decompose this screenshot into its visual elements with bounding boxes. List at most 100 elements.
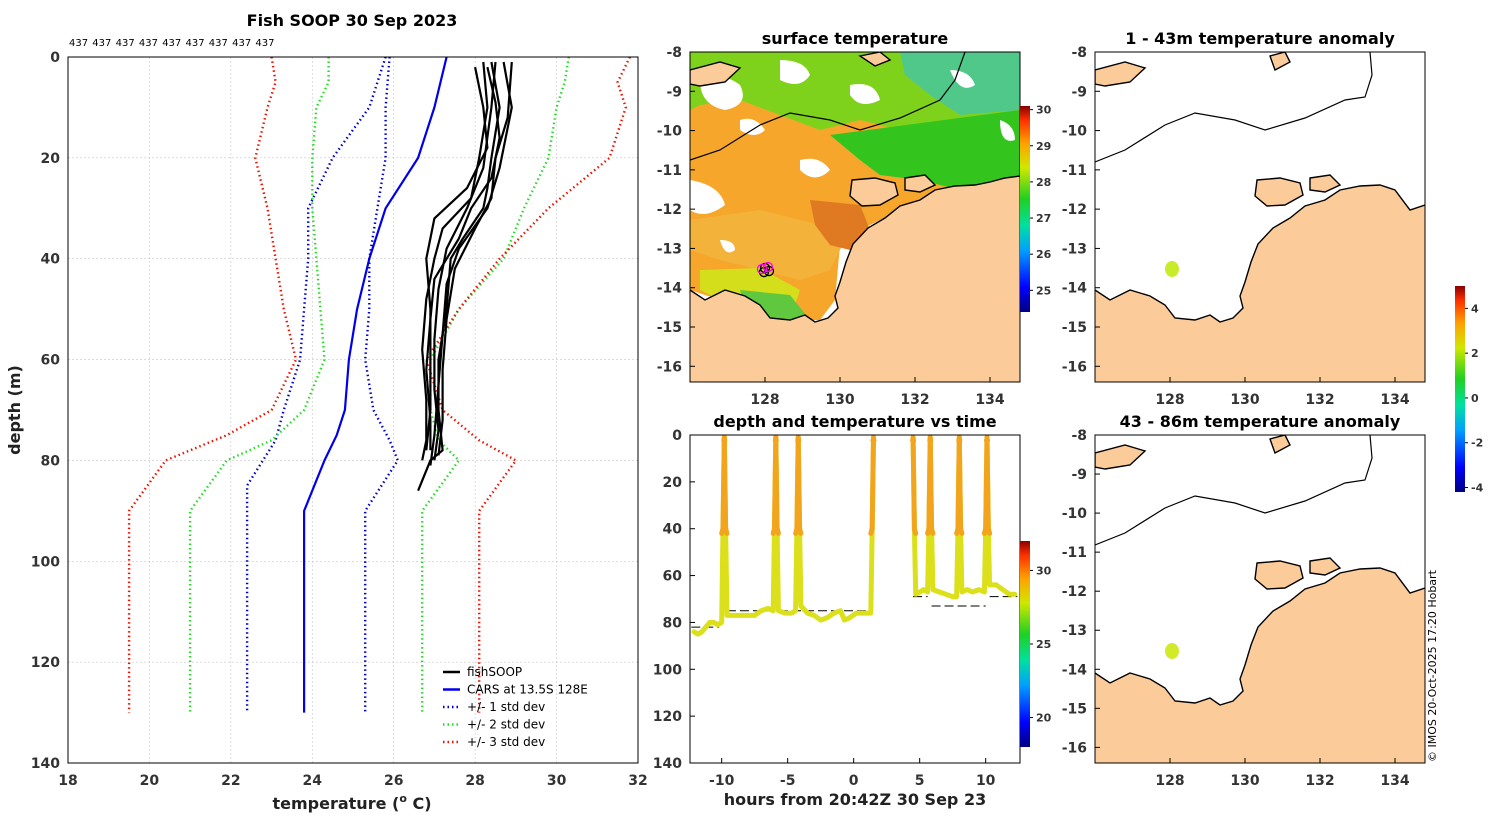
timeseries-ytick-label: 0 [672, 428, 682, 444]
anomaly-map-upper: 1 - 43m temperature anomaly -8 -9 -10 -11 -1… [1062, 29, 1484, 495]
timeseries-xtick-label: 5 [915, 773, 925, 789]
profile-ytick-label: 80 [41, 453, 61, 469]
profile-xlabel: temperature (o C) [272, 792, 431, 813]
map-ytick-label: -11 [657, 163, 682, 179]
profile-ytick-label: 100 [31, 554, 60, 570]
anomaly1-ticks: -8 -9 -10 -11 -12 -13 -14 -15 -16 128 130 132 134 [1062, 45, 1410, 408]
timeseries-cast-upper [774, 526, 781, 536]
anomaly1-track-blob [1165, 261, 1179, 277]
timeseries-cast-upper [956, 435, 964, 532]
anomaly1-island-coast [1095, 52, 1342, 207]
profile-xtick-label: 28 [465, 773, 484, 789]
map-ytick-label: -8 [666, 45, 682, 61]
timeseries-colorbar-tick-label: 30 [1036, 564, 1052, 577]
profile-ytick-label: 0 [50, 50, 60, 66]
profile-count-label: 437 [209, 38, 228, 49]
profile-fishsoop-line [417, 61, 501, 492]
anomaly1-frame [1094, 51, 1426, 383]
sst-orange-field [690, 210, 845, 280]
map-xtick-label: 130 [1230, 773, 1259, 789]
colorbar-tick-label: -4 [1471, 482, 1484, 495]
timeseries-cast-upper [910, 435, 917, 532]
map-ytick-label: -15 [657, 320, 682, 336]
map-ytick-label: -11 [1062, 163, 1087, 179]
sst-track-markers [756, 261, 775, 278]
sst-coastline [690, 175, 1020, 323]
timeseries-ytick-label: 140 [653, 756, 682, 772]
profile-series [127, 57, 631, 713]
map-ytick-label: -14 [1062, 281, 1088, 297]
profile-ytick-label: 20 [41, 151, 61, 167]
profile-std-dev-line [364, 57, 399, 713]
profile-grid [67, 56, 639, 764]
profile-count-label: 437 [162, 38, 181, 49]
timeseries-track-line [691, 435, 876, 637]
sst-green-shelf [740, 290, 810, 320]
profile-cars-line [303, 57, 448, 713]
profile-ticks: 18 20 22 24 26 28 30 32 0 20 40 60 80 100 120 140 [31, 50, 648, 789]
sst-track-marker [756, 263, 768, 275]
anomaly1-coastline [1095, 184, 1425, 323]
anomaly2-eez-boundary [1095, 435, 1373, 546]
profile-legend: fishSOOP CARS at 13.5S 128E +/- 1 std dev +… [443, 665, 588, 749]
anomaly1-title: 1 - 43m temperature anomaly [1125, 29, 1395, 48]
map-ytick-label: -11 [1062, 545, 1087, 561]
timeseries-ytick-label: 60 [663, 569, 683, 585]
sst-green-field [830, 110, 1020, 200]
profile-xtick-label: 20 [140, 773, 160, 789]
profile-fishsoop-line [433, 61, 497, 461]
profile-frame [67, 56, 639, 764]
colorbar-tick-label: 25 [1036, 284, 1051, 297]
map-ytick-label: -10 [1062, 506, 1088, 522]
sst-hot-field [810, 200, 870, 250]
map-ytick-label: -10 [657, 124, 683, 140]
map-ytick-label: -14 [1062, 662, 1088, 678]
anomaly2-ticks: -8 -9 -10 -11 -12 -13 -14 -15 -16 128 130 132 134 [1062, 428, 1410, 789]
map-ytick-label: -12 [1062, 202, 1087, 218]
timeseries-cast-upper [929, 526, 936, 536]
map-ytick-label: -10 [1062, 124, 1088, 140]
profile-ytick-label: 60 [41, 353, 61, 369]
timeseries-xlabel: hours from 20:42Z 30 Sep 23 [724, 790, 986, 809]
profile-counts: 437 437 437 437 437 437 437 437 437 [69, 38, 274, 49]
anomaly2-track-blob [1165, 643, 1179, 659]
map-ytick-label: -9 [1071, 84, 1087, 100]
anomaly2-land [1095, 568, 1425, 763]
sst-title: surface temperature [762, 29, 949, 48]
sst-colorbar-ticks: 30 29 28 27 26 25 [1030, 104, 1052, 297]
timeseries-cast-upper [927, 435, 935, 532]
map-xtick-label: 132 [900, 392, 929, 408]
colorbar-tick-label: 30 [1036, 104, 1052, 117]
timeseries-xtick-label: -10 [709, 773, 735, 789]
sst-colorbar [1020, 106, 1030, 312]
timeseries-xtick-label: 10 [976, 773, 996, 789]
profile-legend-label: +/- 2 std dev [467, 718, 545, 732]
profile-count-label: 437 [139, 38, 158, 49]
profile-chart: Fish SOOP 30 Sep 2023 437 437 437 437 437 437… [5, 11, 648, 813]
map-ytick-label: -9 [1071, 467, 1087, 483]
map-ytick-label: -12 [1062, 584, 1087, 600]
profile-fishsoop-line [425, 66, 501, 451]
anomaly1-eez-boundary [1095, 52, 1373, 163]
profile-fishsoop-line [425, 66, 489, 451]
map-xtick-label: 130 [825, 392, 854, 408]
timeseries-cast-upper [773, 435, 780, 532]
map-ytick-label: -13 [657, 241, 682, 257]
profile-legend-label: CARS at 13.5S 128E [467, 683, 588, 697]
profile-count-label: 437 [232, 38, 251, 49]
timeseries-ytick-label: 120 [653, 709, 682, 725]
sst-eez-boundary [690, 52, 966, 161]
timeseries-cast-upper [958, 526, 965, 536]
anomaly2-island-coast [1095, 435, 1342, 590]
map-xtick-label: 128 [1155, 773, 1184, 789]
profile-ytick-label: 40 [41, 252, 61, 268]
anomaly-colorbar [1455, 286, 1465, 492]
map-ytick-label: -12 [657, 202, 682, 218]
profile-count-label: 437 [92, 38, 111, 49]
anomaly-colorbar-ticks: 4 2 0 -2 -4 [1465, 302, 1484, 495]
colorbar-tick-label: 28 [1036, 176, 1051, 189]
profile-count-label: 437 [255, 38, 274, 49]
profile-xtick-label: 24 [303, 773, 323, 789]
profile-xtick-label: 22 [221, 773, 240, 789]
